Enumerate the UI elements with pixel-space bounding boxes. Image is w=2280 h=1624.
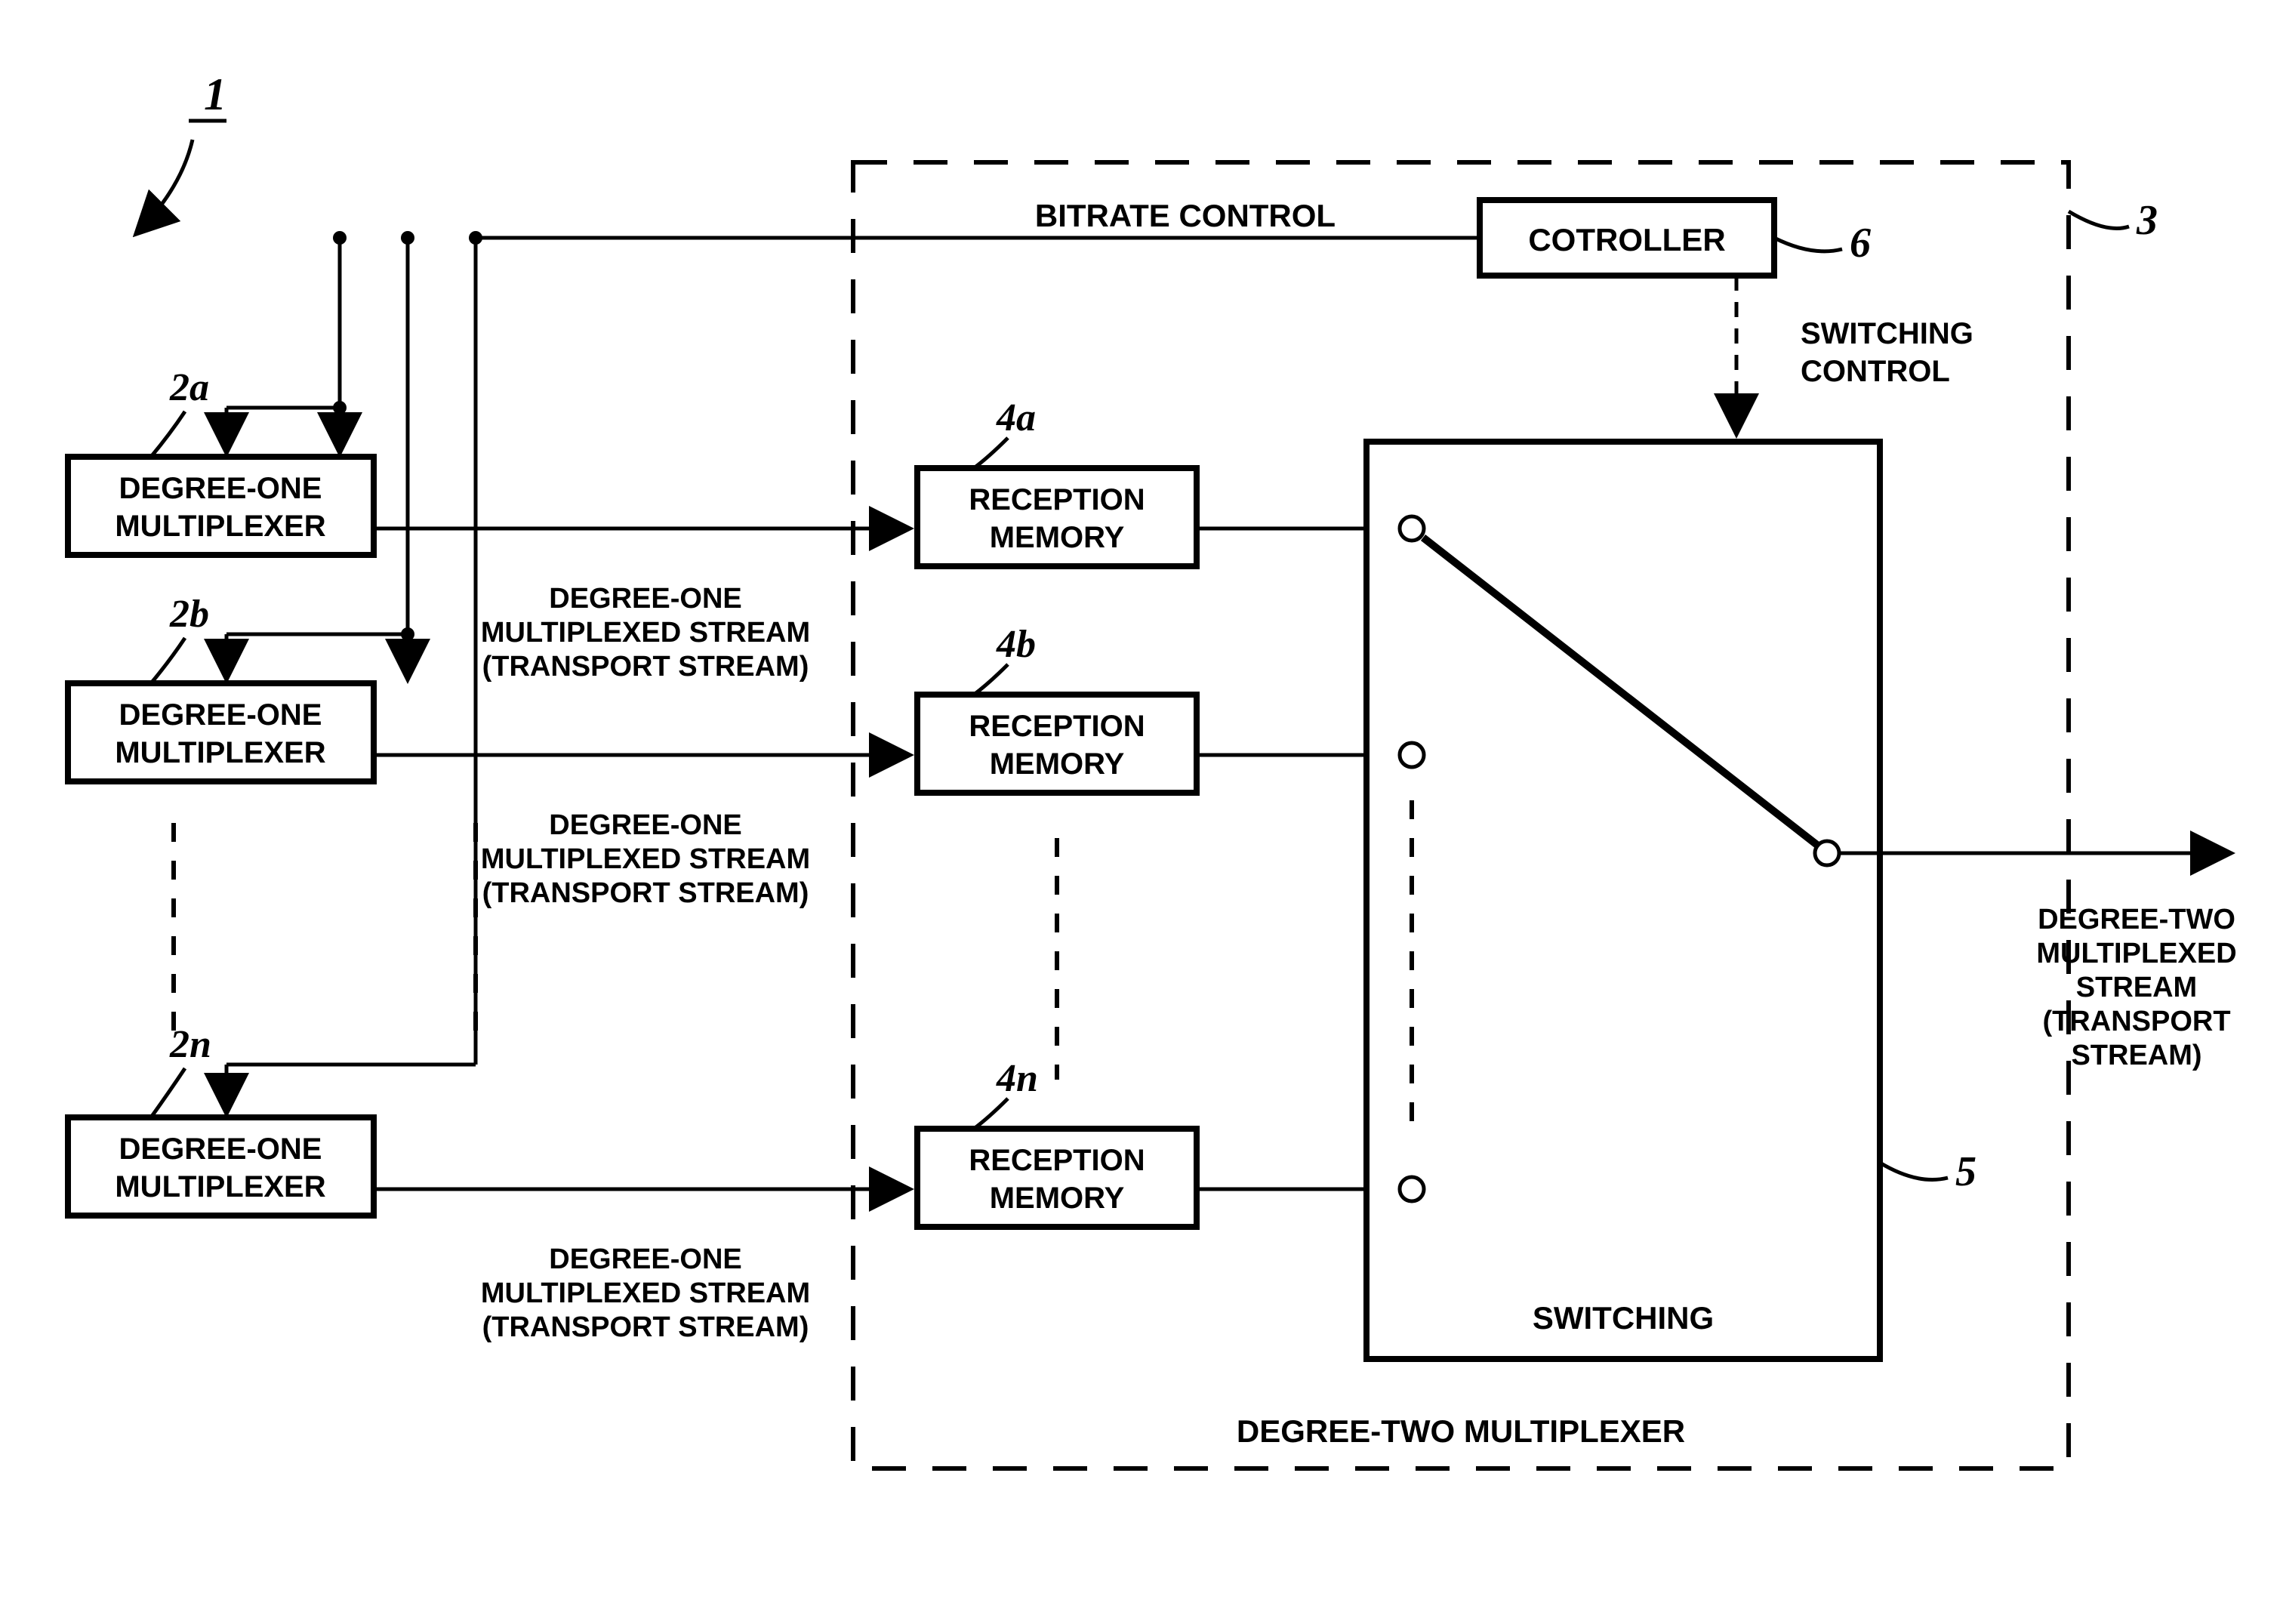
switching-control-l1: SWITCHING (1801, 317, 1973, 350)
degree-two-ref: 3 (2136, 197, 2158, 244)
degree-two-label: DEGREE-TWO MULTIPLEXER (1237, 1413, 1685, 1449)
out-l3: STREAM (2076, 972, 2197, 1003)
mux-2n-l2: MULTIPLEXER (115, 1170, 325, 1203)
mem-4a-l1: RECEPTION (969, 483, 1145, 516)
multiplexer-2a: DEGREE-ONE MULTIPLEXER 2a (68, 366, 374, 555)
multiplexer-2b: DEGREE-ONE MULTIPLEXER 2b (68, 593, 374, 781)
out-l4: (TRANSPORT (2042, 1006, 2230, 1037)
mux-2n-ref: 2n (169, 1023, 211, 1066)
mux-2b-l1: DEGREE-ONE (119, 698, 322, 732)
bitrate-label: BITRATE CONTROL (1035, 198, 1336, 233)
mux-2a-l2: MULTIPLEXER (115, 510, 325, 543)
mux-2b-ref: 2b (169, 593, 209, 636)
mem-4a-l2: MEMORY (990, 521, 1125, 554)
mux-2b-l2: MULTIPLEXER (115, 736, 325, 769)
switching-box: SWITCHING (1366, 442, 1880, 1359)
memory-4n: RECEPTION MEMORY 4n (917, 1057, 1197, 1227)
multiplexer-2n: DEGREE-ONE MULTIPLEXER 2n (68, 1023, 374, 1216)
switch-ref: 5 (1955, 1148, 1977, 1195)
stream-2n-l3: (TRANSPORT STREAM) (482, 1311, 809, 1343)
switching-control-l2: CONTROL (1801, 355, 1950, 388)
controller-label: COTROLLER (1528, 222, 1725, 257)
stream-2n-l2: MULTIPLEXED STREAM (481, 1277, 810, 1309)
diagram-root: 1 DEGREE-TWO MULTIPLEXER 3 COTROLLER 6 B… (0, 0, 2280, 1624)
stream-2a-l1: DEGREE-ONE (549, 583, 741, 615)
stream-2b-l3: (TRANSPORT STREAM) (482, 877, 809, 909)
mem-4b-ref: 4b (996, 623, 1036, 666)
memory-4b: RECEPTION MEMORY 4b (917, 623, 1197, 793)
mux-2a-l1: DEGREE-ONE (119, 472, 322, 505)
mem-4n-ref: 4n (996, 1057, 1038, 1100)
figure-ref: 1 (204, 69, 226, 119)
out-l5: STREAM) (2071, 1040, 2201, 1071)
mem-4b-l2: MEMORY (990, 747, 1125, 781)
controller-ref: 6 (1850, 220, 1871, 267)
stream-2a-l3: (TRANSPORT STREAM) (482, 651, 809, 683)
mem-4n-l1: RECEPTION (969, 1144, 1145, 1177)
mux-2a-ref: 2a (169, 366, 209, 409)
out-l2: MULTIPLEXED (2036, 938, 2236, 969)
switch-label: SWITCHING (1533, 1300, 1714, 1336)
memory-4a: RECEPTION MEMORY 4a (917, 396, 1197, 566)
mem-4n-l2: MEMORY (990, 1182, 1125, 1215)
stream-2b-l1: DEGREE-ONE (549, 809, 741, 841)
mux-2n-l1: DEGREE-ONE (119, 1132, 322, 1166)
stream-2a-l2: MULTIPLEXED STREAM (481, 617, 810, 649)
stream-2b-l2: MULTIPLEXED STREAM (481, 843, 810, 875)
mem-4b-l1: RECEPTION (969, 710, 1145, 743)
stream-2n-l1: DEGREE-ONE (549, 1243, 741, 1275)
mem-4a-ref: 4a (996, 396, 1036, 439)
out-l1: DEGREE-TWO (2038, 904, 2235, 935)
